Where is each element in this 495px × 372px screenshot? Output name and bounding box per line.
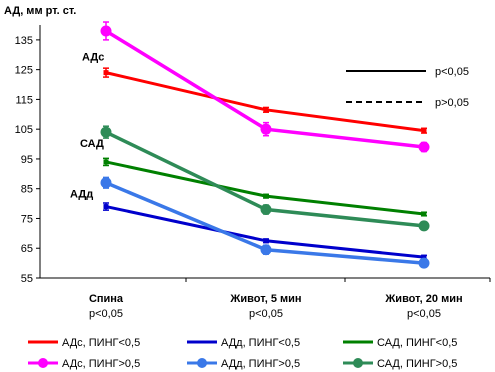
data-point: [421, 211, 427, 217]
annotations: АДс САД АДд: [70, 52, 104, 201]
legend-label: АДс, ПИНГ<0,5: [62, 337, 140, 349]
data-point: [103, 70, 109, 76]
series-lines: [100, 21, 430, 269]
data-point: [421, 128, 427, 134]
x-category-label: Спина: [89, 293, 124, 305]
series: [100, 176, 430, 269]
y-tick-label: 125: [15, 65, 33, 77]
y-tick-label: 85: [21, 184, 33, 196]
data-point: [100, 25, 112, 37]
y-axis-label: АД, мм рт. ст.: [4, 5, 76, 17]
significance-legend: p<0,05 p>0,05: [346, 66, 469, 109]
series: [103, 202, 427, 260]
y-tick-label: 135: [15, 35, 33, 47]
data-point: [260, 204, 272, 216]
data-point: [421, 254, 427, 260]
legend-label: САД, ПИНГ<0,5: [377, 337, 457, 349]
legend-item: САД, ПИНГ<0,5: [343, 337, 457, 349]
y-tick-label: 95: [21, 154, 33, 166]
legend-marker: [38, 358, 48, 368]
axes: [39, 25, 491, 282]
x-category-label: Живот, 5 мин: [229, 293, 301, 305]
legend: АДс, ПИНГ<0,5 АДд, ПИНГ<0,5 САД, ПИНГ<0,5 А…: [28, 337, 457, 370]
x-category-label: Живот, 20 мин: [384, 293, 462, 305]
data-point: [100, 177, 112, 189]
series: [100, 125, 430, 232]
y-tick-label: 75: [21, 213, 33, 225]
legend-item: АДс, ПИНГ<0,5: [28, 337, 140, 349]
x-category-pvalue: p<0,05: [89, 308, 123, 320]
series-annotation: АДс: [82, 52, 104, 64]
series: [100, 21, 430, 153]
significance-label: p>0,05: [435, 97, 469, 109]
x-categories: Спина p<0,05 Живот, 5 мин p<0,05 Живот, 20 м…: [89, 293, 463, 320]
data-point: [418, 141, 430, 153]
legend-label: САД, ПИНГ>0,5: [377, 358, 457, 370]
data-point: [418, 220, 430, 232]
legend-label: АДд, ПИНГ<0,5: [221, 337, 300, 349]
y-tick-label: 65: [21, 243, 33, 255]
legend-item: АДс, ПИНГ>0,5: [28, 358, 140, 370]
y-tick-label: 105: [15, 124, 33, 136]
data-point: [103, 159, 109, 165]
y-tick-label: 115: [15, 94, 33, 106]
legend-item: САД, ПИНГ>0,5: [343, 358, 457, 370]
data-point: [263, 238, 269, 244]
legend-item: АДд, ПИНГ<0,5: [187, 337, 300, 349]
y-ticks: 55 65 75 85 95 105 115 125 135: [15, 35, 40, 285]
data-point: [263, 193, 269, 199]
data-point: [260, 244, 272, 256]
data-point: [100, 126, 112, 138]
legend-marker: [353, 358, 363, 368]
legend-label: АДс, ПИНГ>0,5: [62, 358, 140, 370]
x-category-pvalue: p<0,05: [407, 308, 441, 320]
data-point: [263, 107, 269, 113]
legend-marker: [197, 358, 207, 368]
series: [103, 67, 427, 134]
legend-label: АДд, ПИНГ>0,5: [221, 358, 300, 370]
series: [103, 157, 427, 217]
y-tick-label: 55: [21, 273, 33, 285]
x-category-pvalue: p<0,05: [249, 308, 283, 320]
series-annotation: АДд: [70, 189, 93, 201]
series-annotation: САД: [80, 138, 104, 150]
data-point: [418, 257, 430, 269]
legend-item: АДд, ПИНГ>0,5: [187, 358, 300, 370]
significance-label: p<0,05: [435, 66, 469, 78]
data-point: [260, 123, 272, 135]
data-point: [103, 204, 109, 210]
